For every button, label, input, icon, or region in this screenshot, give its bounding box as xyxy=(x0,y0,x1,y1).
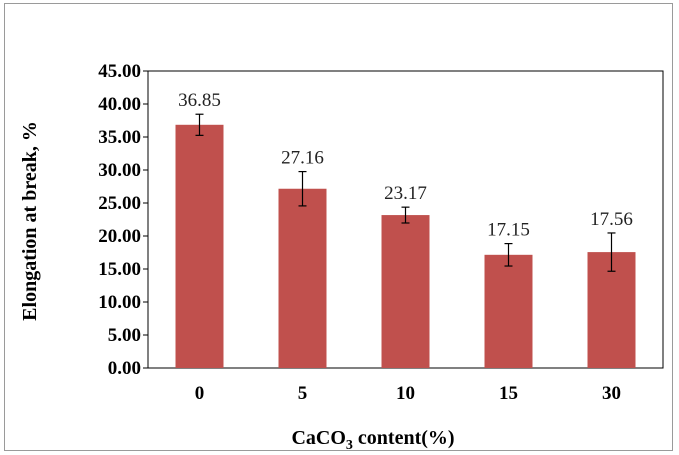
y-tick-label: 20.00 xyxy=(98,226,141,247)
x-tick-label: 5 xyxy=(298,383,308,404)
x-axis-title-subscript: 3 xyxy=(346,438,353,453)
x-axis-title-main: CaCO xyxy=(291,427,345,449)
x-axis-title-rest: content(%) xyxy=(353,427,455,449)
chart-frame xyxy=(4,3,673,451)
data-label: 17.56 xyxy=(590,209,633,230)
y-tick-label: 15.00 xyxy=(98,259,141,280)
bar xyxy=(381,215,430,368)
bars xyxy=(175,124,636,368)
x-axis-ticks: 0 5 10 15 30 xyxy=(195,383,621,404)
y-tick-label: 10.00 xyxy=(98,292,141,313)
x-axis-title: CaCO3 content(%) xyxy=(291,427,454,453)
y-tick-label: 25.00 xyxy=(98,193,141,214)
x-tick-label: 30 xyxy=(602,383,621,404)
data-label: 27.16 xyxy=(281,148,324,169)
data-label: 17.15 xyxy=(487,220,530,241)
y-tick-label: 45.00 xyxy=(98,61,141,82)
x-tick-label: 0 xyxy=(195,383,205,404)
error-bars xyxy=(195,113,616,272)
y-axis-ticks: 0.00 5.00 10.00 15.00 20.00 25.00 30.00 35.00 40… xyxy=(98,61,148,379)
y-axis-title: Elongation at break, % xyxy=(19,121,41,321)
bar xyxy=(278,188,327,368)
y-tick-label: 40.00 xyxy=(98,94,141,115)
bar xyxy=(175,124,224,368)
x-tick-label: 15 xyxy=(499,383,518,404)
data-label: 23.17 xyxy=(384,183,427,204)
bar xyxy=(484,254,533,368)
y-tick-label: 35.00 xyxy=(98,127,141,148)
data-labels: 36.85 27.16 23.17 17.15 17.56 xyxy=(178,90,633,240)
y-tick-label: 0.00 xyxy=(108,358,141,379)
y-tick-label: 30.00 xyxy=(98,160,141,181)
data-label: 36.85 xyxy=(178,90,221,111)
x-tick-label: 10 xyxy=(396,383,415,404)
y-tick-label: 5.00 xyxy=(108,325,141,346)
